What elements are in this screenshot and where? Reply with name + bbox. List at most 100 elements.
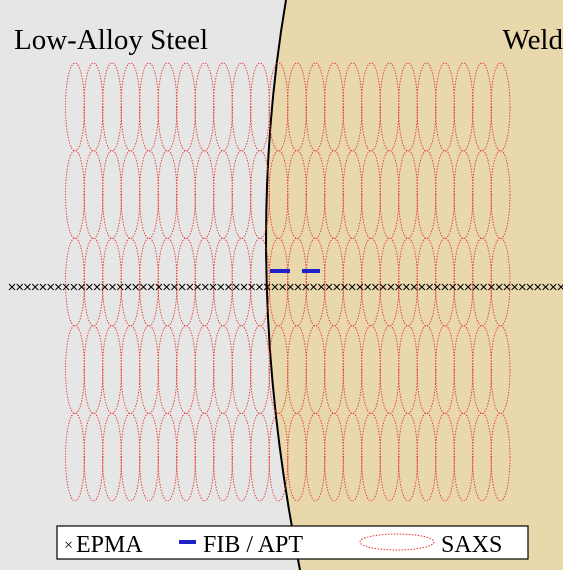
saxs-ellipse: [231, 412, 252, 502]
epma-cross-mark: [356, 283, 364, 291]
saxs-ellipse: [416, 237, 437, 327]
saxs-ellipse: [139, 412, 159, 502]
saxs-ellipse: [305, 237, 326, 327]
saxs-ellipse: [416, 325, 437, 414]
saxs-ellipse-grid: [65, 62, 511, 502]
fib-apt-legend-label: FIB / APT: [203, 532, 303, 558]
epma-cross-mark: [178, 283, 186, 291]
saxs-ellipse: [194, 62, 215, 152]
saxs-ellipse: [361, 325, 381, 414]
saxs-ellipse: [379, 150, 400, 239]
saxs-ellipse: [287, 62, 307, 152]
saxs-ellipse: [398, 150, 418, 239]
saxs-ellipse: [194, 150, 215, 239]
epma-cross-mark: [55, 283, 62, 291]
saxs-ellipse: [379, 412, 400, 502]
epma-legend-symbol: ×: [64, 537, 73, 554]
epma-cross-mark: [464, 283, 472, 291]
saxs-ellipse: [250, 237, 270, 327]
epma-cross-mark: [70, 283, 78, 291]
saxs-ellipse: [435, 325, 455, 414]
saxs-ellipse: [268, 412, 289, 502]
saxs-ellipse: [194, 325, 215, 414]
saxs-ellipse: [472, 412, 492, 502]
epma-cross-mark: [333, 283, 341, 291]
epma-cross-mark: [209, 283, 217, 291]
saxs-ellipse: [398, 237, 418, 327]
saxs-ellipse: [361, 62, 381, 152]
saxs-ellipse: [120, 412, 141, 502]
saxs-ellipse: [435, 150, 455, 239]
epma-line-scan: [8, 283, 563, 291]
saxs-ellipse: [435, 237, 455, 327]
epma-cross-mark: [101, 283, 109, 291]
epma-cross-mark: [263, 283, 271, 291]
saxs-ellipse: [398, 412, 418, 502]
saxs-ellipse: [453, 412, 474, 502]
legend: × EPMA FIB / APT SAXS: [56, 525, 529, 560]
saxs-ellipse: [435, 62, 455, 152]
saxs-ellipse: [361, 150, 381, 239]
saxs-ellipse: [83, 62, 104, 152]
saxs-ellipse: [305, 325, 326, 414]
saxs-ellipse: [120, 150, 141, 239]
epma-cross-mark: [433, 283, 441, 291]
epma-cross-mark: [325, 283, 333, 291]
epma-cross-mark: [317, 283, 325, 291]
saxs-ellipse: [416, 412, 437, 502]
saxs-ellipse: [176, 237, 196, 327]
saxs-ellipse: [213, 412, 233, 502]
saxs-ellipse: [83, 237, 104, 327]
epma-cross-mark: [124, 283, 132, 291]
epma-cross-mark: [542, 283, 549, 291]
epma-cross-mark: [449, 283, 457, 291]
epma-cross-mark: [279, 283, 286, 291]
saxs-ellipse: [490, 150, 511, 239]
epma-cross-mark: [85, 283, 93, 291]
saxs-ellipse: [324, 237, 344, 327]
saxs-ellipse: [65, 150, 85, 239]
saxs-ellipse: [361, 412, 381, 502]
epma-cross-mark: [109, 283, 116, 291]
epma-cross-mark: [379, 283, 387, 291]
saxs-ellipse: [268, 62, 289, 152]
epma-cross-mark: [140, 283, 147, 291]
saxs-ellipse: [435, 412, 455, 502]
saxs-ellipse: [342, 150, 363, 239]
saxs-ellipse: [102, 237, 122, 327]
saxs-ellipse: [120, 237, 141, 327]
saxs-ellipse: [472, 150, 492, 239]
saxs-ellipse: [342, 62, 363, 152]
saxs-ellipse: [231, 325, 252, 414]
saxs-ellipse: [305, 150, 326, 239]
epma-cross-mark: [78, 283, 85, 291]
epma-cross-mark: [217, 283, 225, 291]
epma-cross-mark: [287, 283, 294, 291]
epma-cross-mark: [31, 283, 39, 291]
epma-cross-mark: [163, 283, 171, 291]
saxs-ellipse: [176, 325, 196, 414]
saxs-ellipse: [379, 62, 400, 152]
saxs-ellipse: [287, 325, 307, 414]
saxs-ellipse: [250, 150, 270, 239]
epma-cross-mark: [155, 283, 163, 291]
saxs-ellipse: [324, 412, 344, 502]
epma-cross-mark: [511, 283, 518, 291]
epma-cross-mark: [271, 283, 279, 291]
saxs-ellipse: [287, 412, 307, 502]
saxs-ellipse: [268, 150, 289, 239]
saxs-ellipse: [176, 150, 196, 239]
saxs-ellipse: [472, 62, 492, 152]
saxs-ellipse: [453, 62, 474, 152]
epma-cross-mark: [194, 283, 201, 291]
saxs-ellipse: [139, 237, 159, 327]
saxs-ellipse: [416, 62, 437, 152]
saxs-ellipse: [398, 325, 418, 414]
saxs-ellipse: [139, 62, 159, 152]
saxs-ellipse: [120, 325, 141, 414]
saxs-ellipse: [176, 62, 196, 152]
saxs-ellipse: [102, 62, 122, 152]
saxs-ellipse: [83, 412, 104, 502]
saxs-ellipse: [194, 237, 215, 327]
